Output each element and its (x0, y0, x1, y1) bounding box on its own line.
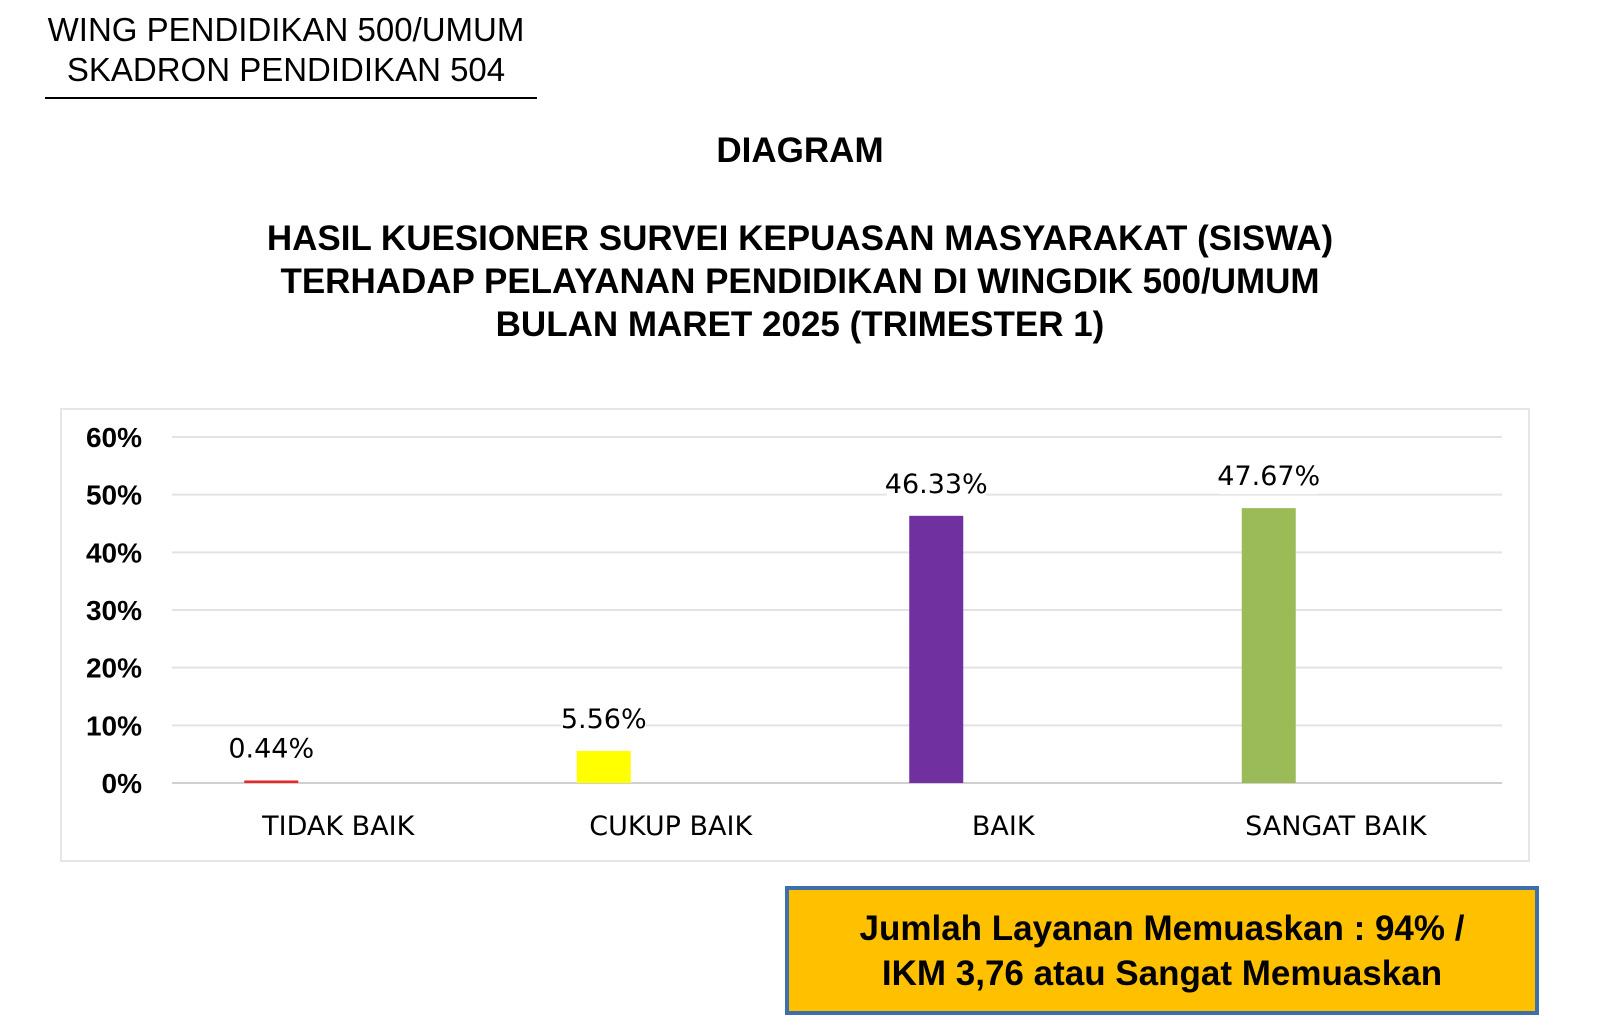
category-label: CUKUP BAIK (589, 811, 753, 842)
y-tick-label: 30% (86, 595, 142, 626)
summary-line-2: IKM 3,76 atau Sangat Memuaskan (881, 953, 1443, 993)
category-label: TIDAK BAIK (261, 811, 415, 842)
data-label-background (1219, 456, 1319, 495)
data-label: 47.67% (1217, 461, 1320, 492)
category-label: SANGAT BAIK (1245, 811, 1428, 842)
chart-title-line-3: BULAN MARET 2025 (TRIMESTER 1) (495, 305, 1105, 344)
org-line-wing: WING PENDIDIKAN 500/UMUM (47, 11, 525, 48)
organization-header: WING PENDIDIKAN 500/UMUM SKADRON PENDIDI… (36, 10, 536, 90)
chart-title-line-1: HASIL KUESIONER SURVEI KEPUASAN MASYARAK… (266, 219, 1334, 258)
chart-title: HASIL KUESIONER SURVEI KEPUASAN MASYARAK… (0, 217, 1600, 346)
bar (1241, 508, 1296, 783)
data-label: 0.44% (228, 733, 314, 764)
data-label: 46.33% (885, 469, 988, 500)
data-label-background (229, 728, 314, 767)
data-label-background (886, 463, 986, 502)
diagram-label: DIAGRAM (716, 131, 884, 170)
bar (576, 750, 631, 783)
chart-frame: 0% 10% 20% 30% 40% 50% 60% 0.44% TIDAK BAIK 5.56%… (60, 408, 1530, 862)
data-label: 5.56% (561, 704, 647, 735)
summary-box: Jumlah Layanan Memuaskan : 94% / IKM 3,7… (785, 886, 1539, 1015)
summary-line-1: Jumlah Layanan Memuaskan : 94% / (859, 908, 1465, 948)
y-tick-label: 0% (102, 768, 143, 799)
y-tick-label: 20% (86, 653, 142, 684)
y-tick-label: 10% (86, 710, 142, 741)
data-label-background (561, 698, 646, 737)
chart-title-line-2: TERHADAP PELAYANAN PENDIDIKAN DI WINGDIK… (280, 262, 1320, 301)
bar (909, 515, 964, 783)
bar (244, 780, 299, 783)
bar-chart: 0% 10% 20% 30% 40% 50% 60% 0.44% TIDAK BAIK 5.56%… (86, 422, 1502, 842)
category-label: BAIK (972, 811, 1036, 842)
y-tick-label: 50% (86, 480, 142, 511)
y-tick-label: 40% (86, 537, 142, 568)
y-tick-label: 60% (86, 422, 142, 453)
header-underline (45, 97, 537, 99)
org-line-skadron: SKADRON PENDIDIKAN 504 (66, 51, 506, 88)
